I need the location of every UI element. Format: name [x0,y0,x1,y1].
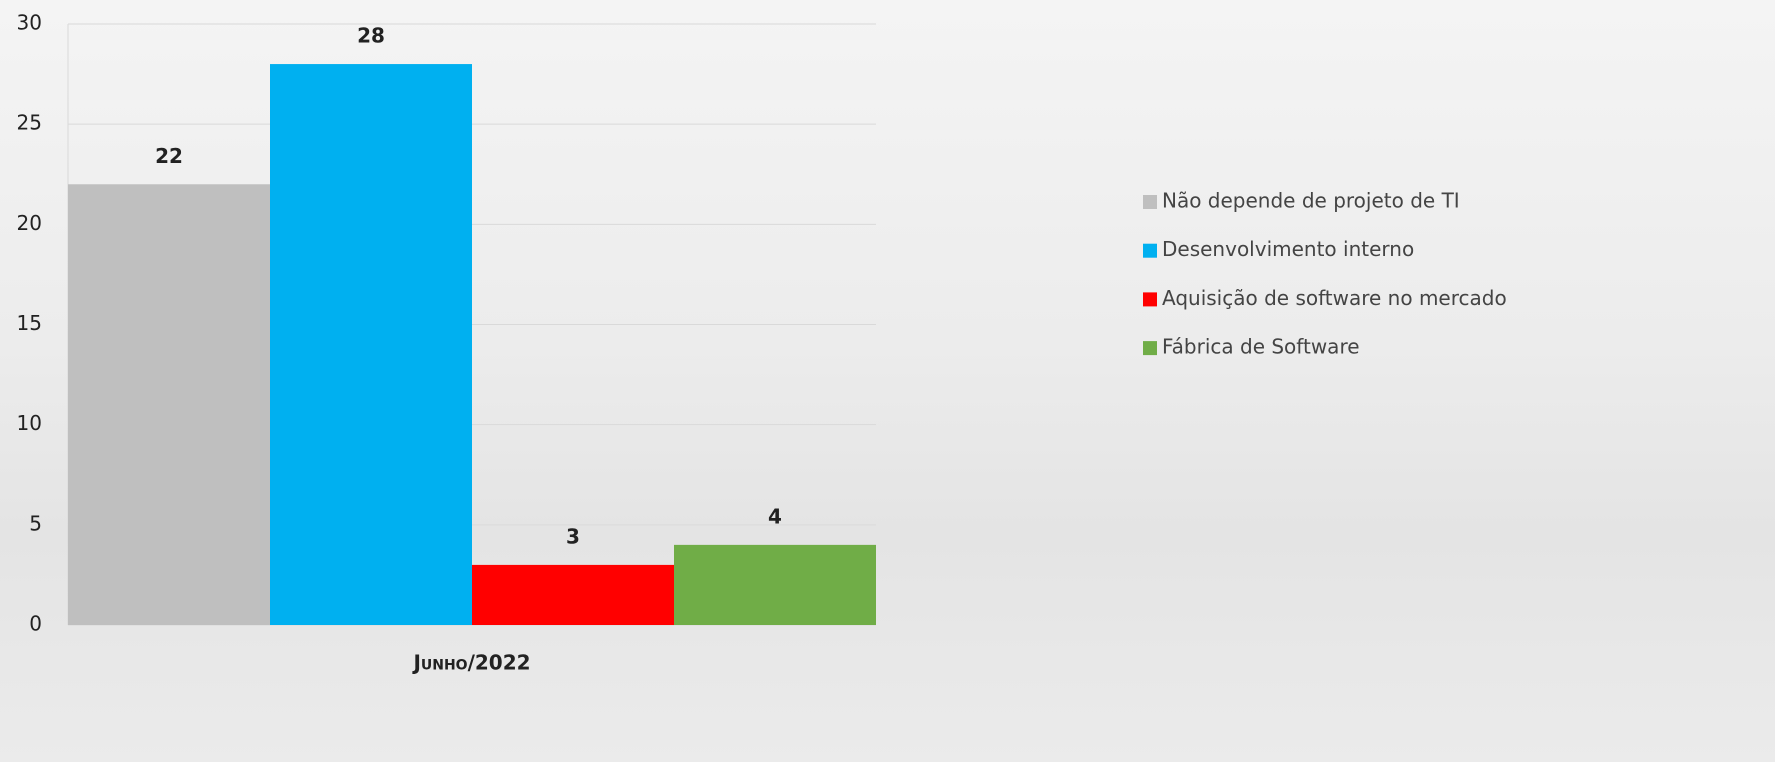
data-label: 22 [155,144,183,168]
chart: 051015202530Junho/2022222834Não depende … [0,0,1775,762]
legend-label: Não depende de projeto de TI [1162,189,1460,213]
data-label: 3 [566,524,580,548]
y-tick-label: 10 [17,411,42,435]
data-label: 28 [357,24,385,48]
bar [472,565,674,625]
bar [270,64,472,625]
y-tick-label: 30 [17,11,42,35]
legend-swatch [1143,292,1157,306]
y-tick-label: 15 [17,311,42,335]
y-tick-label: 5 [29,511,42,535]
legend-swatch [1143,244,1157,258]
data-label: 4 [768,504,782,528]
legend-label: Aquisição de software no mercado [1162,286,1507,310]
bar [674,545,876,625]
y-tick-label: 0 [29,612,42,636]
legend-label: Desenvolvimento interno [1162,237,1414,261]
y-tick-label: 25 [17,111,42,135]
legend-swatch [1143,341,1157,355]
legend-label: Fábrica de Software [1162,335,1360,359]
x-tick-label: Junho/2022 [411,651,530,675]
legend-swatch [1143,195,1157,209]
bar [68,184,270,625]
y-tick-label: 20 [17,211,42,235]
